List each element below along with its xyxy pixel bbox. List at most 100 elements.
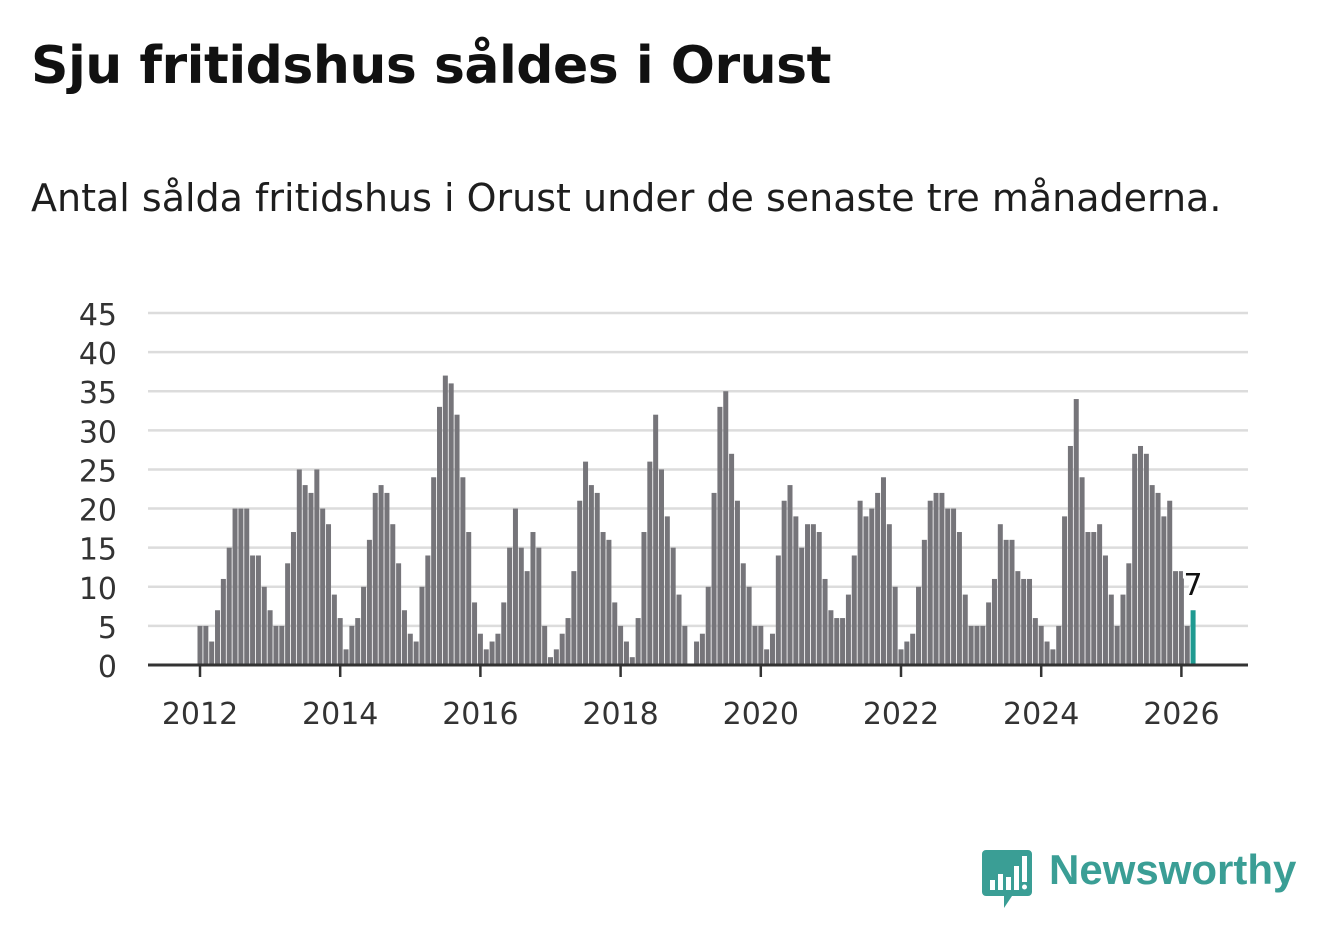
bar — [653, 414, 659, 665]
bar — [1015, 571, 1021, 665]
y-tick-label: 5 — [98, 611, 117, 646]
bar — [366, 539, 372, 665]
bar — [892, 586, 898, 665]
bar — [314, 469, 320, 665]
bar — [787, 485, 793, 665]
x-tick-label: 2026 — [1143, 697, 1219, 732]
chart-title: Sju fritidshus såldes i Orust — [31, 36, 831, 96]
bar — [442, 375, 448, 665]
bar — [542, 625, 548, 665]
bar — [290, 532, 296, 665]
bar — [1097, 524, 1103, 665]
bar — [553, 649, 559, 665]
bar — [407, 633, 413, 665]
bar — [699, 633, 705, 665]
bar — [991, 578, 997, 665]
bar — [618, 625, 624, 665]
bar — [1085, 532, 1091, 665]
bar — [536, 547, 542, 665]
bar — [805, 524, 811, 665]
bar — [326, 524, 332, 665]
bar — [419, 586, 425, 665]
bar — [454, 414, 460, 665]
bar — [337, 618, 343, 665]
bar — [775, 555, 781, 665]
bar — [244, 508, 250, 665]
bar — [331, 594, 337, 665]
bar — [588, 485, 594, 665]
bar — [910, 633, 916, 665]
bar — [530, 532, 536, 665]
bar — [279, 625, 285, 665]
bar — [308, 492, 314, 665]
bar — [734, 500, 740, 665]
bar — [197, 625, 203, 665]
bar — [810, 524, 816, 665]
bar — [904, 641, 910, 665]
bar — [641, 532, 647, 665]
bar — [1149, 485, 1155, 665]
bar — [1167, 500, 1173, 665]
bar — [273, 625, 279, 665]
bar — [431, 477, 437, 665]
bar — [822, 578, 828, 665]
bar — [1178, 571, 1184, 665]
gridlines — [148, 311, 1248, 628]
bar — [437, 406, 443, 665]
bar — [816, 532, 822, 665]
bar — [355, 618, 361, 665]
bar — [372, 492, 378, 665]
bar — [1143, 453, 1149, 665]
bar — [980, 625, 986, 665]
bar — [512, 508, 518, 665]
bar — [606, 539, 612, 665]
bar — [524, 571, 530, 665]
bar-highlight — [1190, 610, 1196, 665]
bar — [548, 657, 553, 665]
bar — [1132, 453, 1138, 665]
bar — [343, 649, 349, 665]
bar — [945, 508, 951, 665]
bar — [320, 508, 326, 665]
bar — [1120, 594, 1126, 665]
bar — [1073, 399, 1079, 665]
bar — [1155, 492, 1161, 665]
y-tick-label: 40 — [79, 337, 117, 372]
newsworthy-logo-icon — [982, 850, 1032, 908]
y-axis-ticks: 0 5 10 15 20 25 30 35 40 45 — [79, 298, 117, 685]
bar — [1056, 625, 1062, 665]
bar — [507, 547, 513, 665]
bar — [764, 649, 770, 665]
bar — [483, 649, 489, 665]
bar — [477, 633, 483, 665]
bar — [834, 618, 840, 665]
bar — [518, 547, 524, 665]
bar — [840, 618, 846, 665]
bar — [968, 625, 974, 665]
bar — [781, 500, 787, 665]
bar — [1173, 571, 1179, 665]
y-tick-label: 25 — [79, 454, 117, 489]
chart-subtitle: Antal sålda fritidshus i Orust under de … — [31, 176, 1222, 220]
bar — [302, 485, 308, 665]
y-tick-label: 20 — [79, 494, 117, 529]
bar — [869, 508, 875, 665]
bar — [939, 492, 945, 665]
bar — [880, 477, 886, 665]
bar — [682, 625, 688, 665]
bar — [723, 391, 729, 665]
bar — [921, 539, 927, 665]
bar — [232, 508, 238, 665]
bar — [255, 555, 261, 665]
bar — [425, 555, 431, 665]
bar — [962, 594, 968, 665]
bar — [694, 641, 700, 665]
bar — [997, 524, 1003, 665]
bar — [670, 547, 676, 665]
bar — [828, 610, 834, 665]
bar — [1032, 618, 1038, 665]
bar — [752, 625, 758, 665]
bar — [717, 406, 723, 665]
bar — [886, 524, 892, 665]
bar — [466, 532, 472, 665]
